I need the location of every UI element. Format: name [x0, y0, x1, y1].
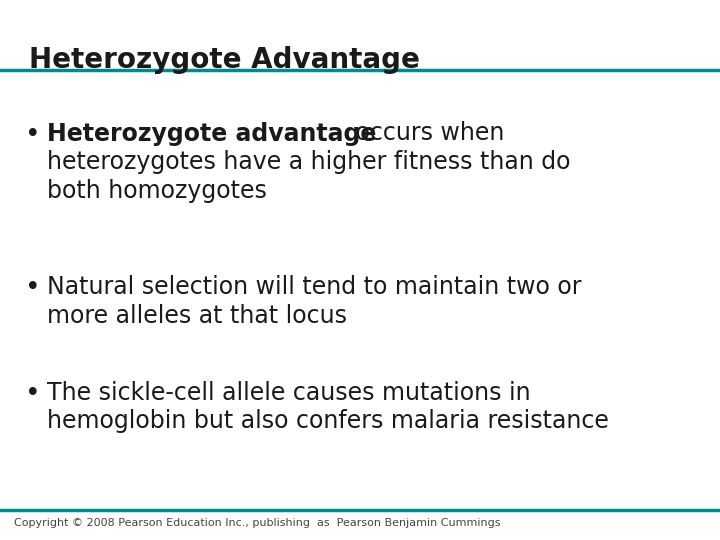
Text: Copyright © 2008 Pearson Education Inc., publishing  as  Pearson Benjamin Cummin: Copyright © 2008 Pearson Education Inc.,…	[14, 518, 501, 528]
Text: The sickle-cell allele causes mutations in: The sickle-cell allele causes mutations …	[47, 381, 531, 404]
Text: heterozygotes have a higher fitness than do: heterozygotes have a higher fitness than…	[47, 150, 570, 174]
Text: more alleles at that locus: more alleles at that locus	[47, 304, 347, 328]
Text: Heterozygote advantage: Heterozygote advantage	[47, 122, 376, 145]
Text: •: •	[25, 381, 41, 407]
Text: Natural selection will tend to maintain two or: Natural selection will tend to maintain …	[47, 275, 581, 299]
Text: both homozygotes: both homozygotes	[47, 179, 266, 202]
Text: occurs when: occurs when	[348, 122, 505, 145]
Text: •: •	[25, 275, 41, 301]
Text: Heterozygote Advantage: Heterozygote Advantage	[29, 46, 420, 74]
Text: hemoglobin but also confers malaria resistance: hemoglobin but also confers malaria resi…	[47, 409, 608, 433]
Text: •: •	[25, 122, 41, 147]
